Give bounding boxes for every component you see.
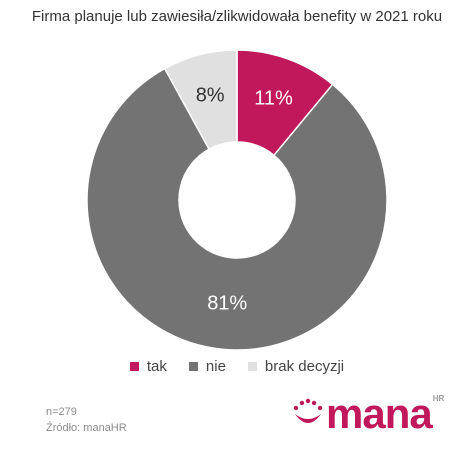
legend: tak nie brak decyzji (0, 358, 474, 375)
logo-dot-3 (305, 398, 311, 404)
slice-brak-decyzji (163, 49, 238, 151)
legend-label-brak-decyzji: brak decyzji (264, 358, 345, 375)
logo-smile-icon (293, 398, 323, 423)
legend-item-nie: nie (188, 358, 226, 375)
legend-label-nie: nie (205, 358, 226, 375)
slice-label-tak: 11% (254, 87, 293, 109)
legend-swatch-nie (188, 362, 198, 371)
logo-word: mana (326, 390, 433, 437)
logo-dot-1 (293, 405, 299, 411)
manahr-logo: mana HR (290, 390, 444, 438)
source-note: Źródło: manaHR (46, 422, 127, 434)
logo-superscript: HR (432, 394, 445, 403)
legend-item-tak: tak (129, 358, 167, 375)
legend-swatch-brak-decyzji (247, 362, 257, 371)
logo-smile-shape (295, 414, 321, 423)
slice-nie (86, 67, 388, 351)
legend-label-tak: tak (146, 358, 167, 375)
legend-item-brak-decyzji: brak decyzji (247, 358, 345, 375)
logo-dot-2 (299, 400, 305, 406)
logo-dot-5 (317, 405, 323, 411)
logo-dot-4 (311, 400, 317, 406)
slice-label-nie: 81% (207, 293, 247, 315)
sample-size-note: n=279 (46, 406, 77, 418)
slice-label-brak-decyzji: 8% (196, 84, 225, 106)
legend-swatch-tak (129, 362, 139, 371)
chart-title: Firma planuje lub zawiesiła/zlikwidowała… (31, 8, 443, 25)
